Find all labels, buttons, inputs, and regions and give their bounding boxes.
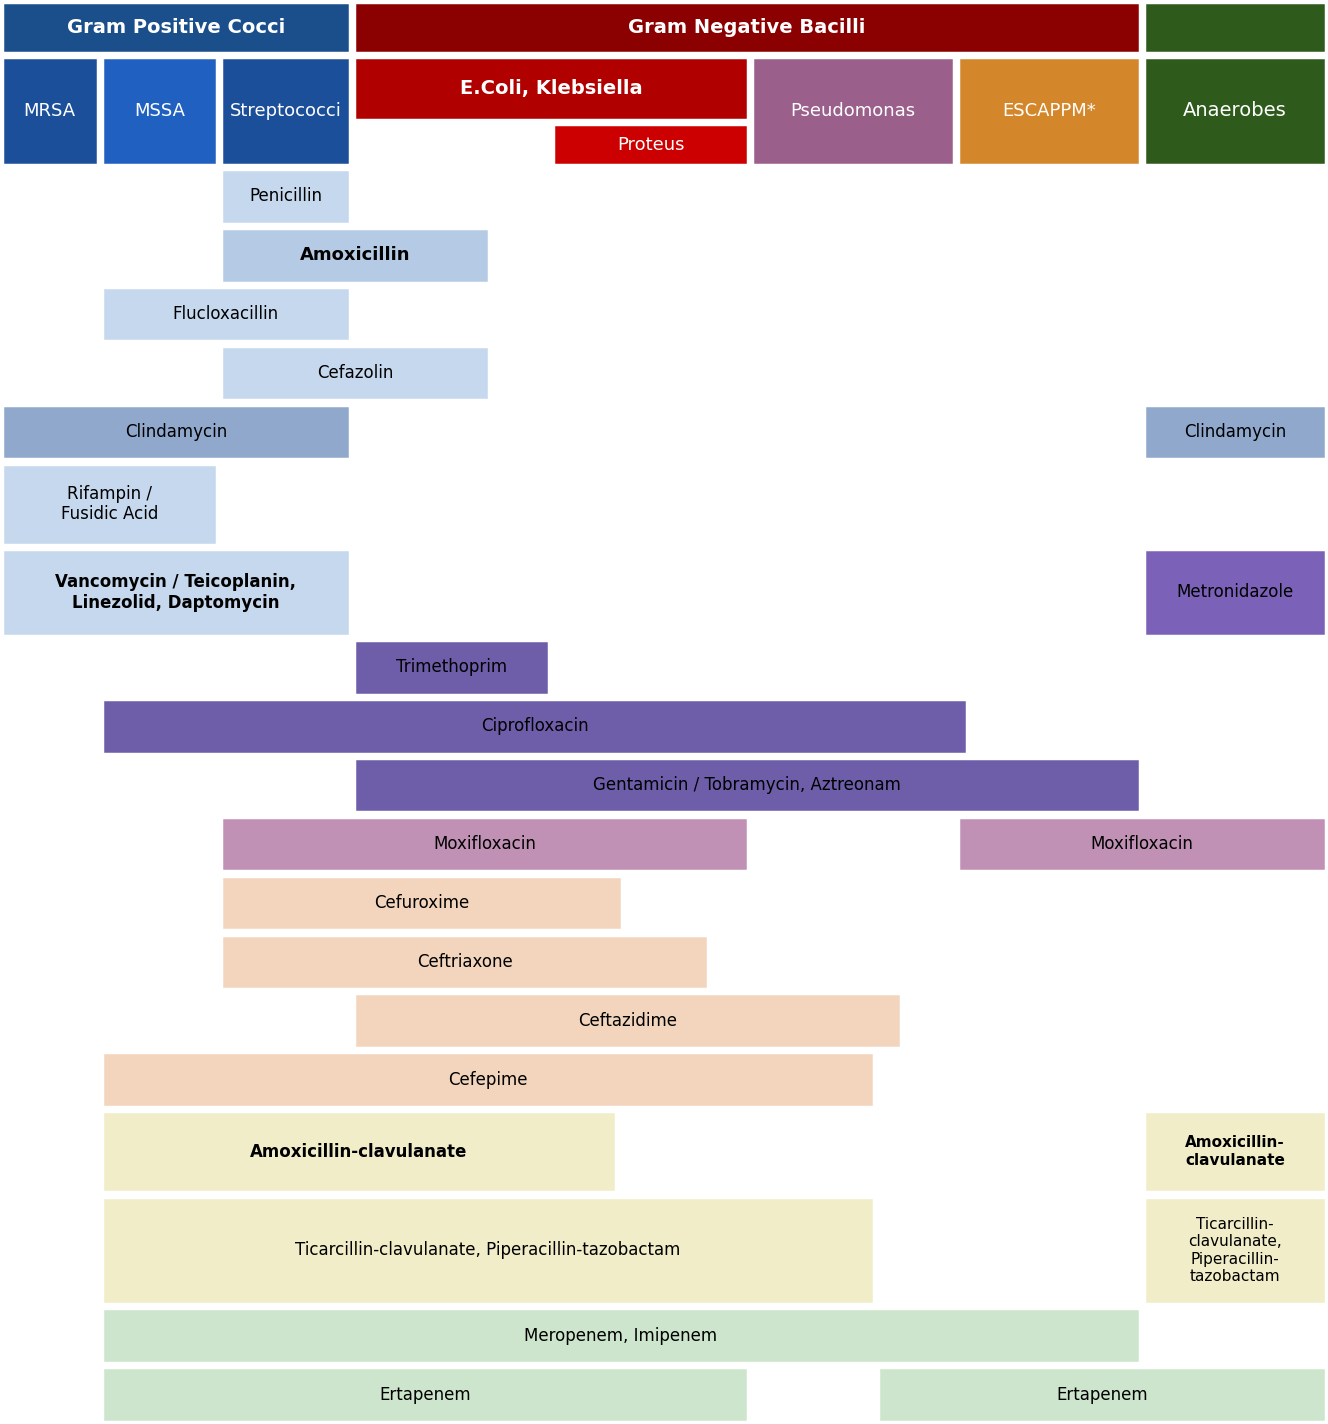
Text: E.Coli, Klebsiella: E.Coli, Klebsiella: [459, 78, 643, 98]
Text: Gentamicin / Tobramycin, Aztreonam: Gentamicin / Tobramycin, Aztreonam: [594, 776, 900, 795]
FancyBboxPatch shape: [353, 758, 1139, 813]
FancyBboxPatch shape: [222, 346, 489, 400]
Text: Ceftriaxone: Ceftriaxone: [417, 953, 513, 971]
Text: Pseudomonas: Pseudomonas: [790, 103, 916, 120]
Text: Flucloxacillin: Flucloxacillin: [173, 305, 279, 323]
Text: Proteus: Proteus: [618, 135, 684, 154]
FancyBboxPatch shape: [353, 57, 749, 120]
Text: Clindamycin: Clindamycin: [125, 423, 227, 441]
FancyBboxPatch shape: [101, 57, 218, 165]
FancyBboxPatch shape: [101, 699, 968, 753]
FancyBboxPatch shape: [222, 934, 709, 990]
Text: Ticarcillin-
clavulanate,
Piperacillin-
tazobactam: Ticarcillin- clavulanate, Piperacillin- …: [1189, 1216, 1282, 1284]
Text: Vancomycin / Teicoplanin,
Linezolid, Daptomycin: Vancomycin / Teicoplanin, Linezolid, Dap…: [56, 572, 296, 612]
FancyBboxPatch shape: [3, 548, 351, 637]
Text: Amoxicillin: Amoxicillin: [300, 246, 410, 265]
Text: Cefuroxime: Cefuroxime: [374, 894, 469, 911]
Text: Ciprofloxacin: Ciprofloxacin: [481, 718, 588, 735]
FancyBboxPatch shape: [353, 994, 900, 1048]
FancyBboxPatch shape: [552, 124, 749, 165]
FancyBboxPatch shape: [101, 1367, 749, 1421]
Text: Penicillin: Penicillin: [250, 188, 321, 205]
Text: Trimethoprim: Trimethoprim: [396, 658, 507, 676]
FancyBboxPatch shape: [101, 1052, 874, 1106]
Text: Cefepime: Cefepime: [449, 1071, 527, 1088]
FancyBboxPatch shape: [353, 641, 550, 695]
Text: Anaerobes: Anaerobes: [1183, 101, 1287, 121]
Text: Ertapenem: Ertapenem: [1057, 1386, 1147, 1404]
FancyBboxPatch shape: [222, 876, 622, 930]
FancyBboxPatch shape: [879, 1367, 1325, 1421]
FancyBboxPatch shape: [1143, 1196, 1325, 1304]
Text: Meropenem, Imipenem: Meropenem, Imipenem: [525, 1327, 717, 1344]
Text: Rifampin /
Fusidic Acid: Rifampin / Fusidic Acid: [61, 484, 158, 524]
FancyBboxPatch shape: [752, 57, 954, 165]
FancyBboxPatch shape: [959, 817, 1325, 871]
Text: Streptococci: Streptococci: [230, 103, 341, 120]
FancyBboxPatch shape: [1143, 3, 1325, 53]
Text: Cefazolin: Cefazolin: [317, 365, 393, 382]
Text: Moxifloxacin: Moxifloxacin: [433, 834, 537, 853]
FancyBboxPatch shape: [353, 3, 1139, 53]
Text: Gram Positive Cocci: Gram Positive Cocci: [66, 19, 286, 37]
Text: Amoxicillin-clavulanate: Amoxicillin-clavulanate: [250, 1142, 467, 1161]
FancyBboxPatch shape: [1143, 57, 1325, 165]
Text: Ceftazidime: Ceftazidime: [578, 1011, 677, 1030]
Text: Gram Negative Bacilli: Gram Negative Bacilli: [628, 19, 866, 37]
FancyBboxPatch shape: [3, 464, 218, 544]
Text: ESCAPPM*: ESCAPPM*: [1003, 103, 1096, 120]
FancyBboxPatch shape: [101, 1111, 616, 1192]
FancyBboxPatch shape: [1143, 548, 1325, 637]
FancyBboxPatch shape: [222, 57, 351, 165]
FancyBboxPatch shape: [222, 228, 489, 282]
Text: Ertapenem: Ertapenem: [380, 1386, 470, 1404]
FancyBboxPatch shape: [222, 817, 749, 871]
FancyBboxPatch shape: [101, 1309, 1139, 1363]
Text: Ticarcillin-clavulanate, Piperacillin-tazobactam: Ticarcillin-clavulanate, Piperacillin-ta…: [295, 1242, 681, 1259]
FancyBboxPatch shape: [1143, 1111, 1325, 1192]
FancyBboxPatch shape: [3, 404, 351, 460]
Text: MRSA: MRSA: [24, 103, 76, 120]
FancyBboxPatch shape: [959, 57, 1139, 165]
FancyBboxPatch shape: [3, 57, 98, 165]
FancyBboxPatch shape: [101, 286, 351, 342]
Text: Moxifloxacin: Moxifloxacin: [1090, 834, 1194, 853]
FancyBboxPatch shape: [101, 1196, 874, 1304]
FancyBboxPatch shape: [1143, 404, 1325, 460]
FancyBboxPatch shape: [222, 169, 351, 224]
Text: Amoxicillin-
clavulanate: Amoxicillin- clavulanate: [1185, 1135, 1286, 1168]
Text: Metronidazole: Metronidazole: [1177, 584, 1293, 601]
FancyBboxPatch shape: [3, 3, 351, 53]
Text: MSSA: MSSA: [134, 103, 185, 120]
Text: Clindamycin: Clindamycin: [1185, 423, 1286, 441]
